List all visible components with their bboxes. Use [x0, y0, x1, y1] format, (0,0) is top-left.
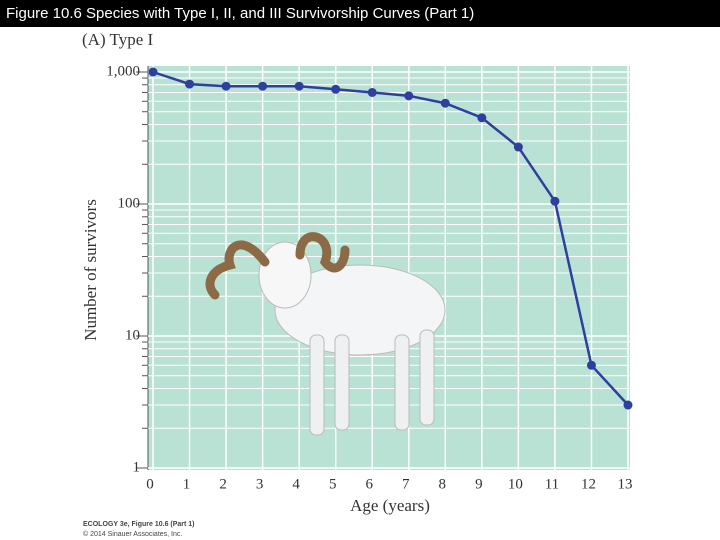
copyright: © 2014 Sinauer Associates, Inc. [83, 530, 182, 538]
y-tick-label: 100 [118, 195, 141, 211]
x-tick-label: 13 [618, 476, 633, 492]
x-tick-label: 8 [439, 476, 447, 492]
x-tick-label: 9 [475, 476, 483, 492]
data-point [440, 98, 450, 108]
data-line [152, 70, 629, 406]
header-title: Figure 10.6 Species with Type I, II, and… [0, 0, 720, 27]
x-axis-label: Age (years) [350, 496, 430, 515]
data-point [221, 81, 231, 91]
ram-illustration [205, 232, 446, 436]
data-point [477, 113, 487, 123]
data-point [331, 84, 341, 94]
source: ECOLOGY 3e, Figure 10.6 (Part 1) [83, 521, 195, 528]
data-point [148, 67, 158, 77]
data-point [550, 196, 560, 206]
data-point [294, 81, 304, 91]
data-point [185, 79, 195, 89]
x-tick-label: 1 [183, 476, 191, 492]
y-tick-label: 1,000 [106, 63, 140, 79]
x-tick-label: 0 [146, 476, 154, 492]
x-tick-label: 7 [402, 476, 410, 492]
x-tick-label: 3 [256, 476, 264, 492]
data-point [623, 400, 633, 410]
data-point [513, 142, 523, 152]
x-tick-label: 5 [329, 476, 337, 492]
x-tick-label: 10 [508, 476, 523, 492]
x-tick-label: 4 [292, 476, 300, 492]
x-tick-label: 12 [581, 476, 596, 492]
x-tick-label: 6 [365, 476, 373, 492]
chart-title: (A) Type I [82, 30, 154, 49]
x-tick-label: 2 [219, 476, 227, 492]
data-point [586, 360, 596, 370]
data-point [258, 81, 268, 91]
data-point [367, 87, 377, 97]
y-tick-label: 1 [133, 459, 141, 475]
data-point [404, 91, 414, 101]
x-tick-label: 11 [545, 476, 559, 492]
y-tick-label: 10 [125, 327, 140, 343]
y-axis-label: Number of survivors [81, 199, 100, 341]
